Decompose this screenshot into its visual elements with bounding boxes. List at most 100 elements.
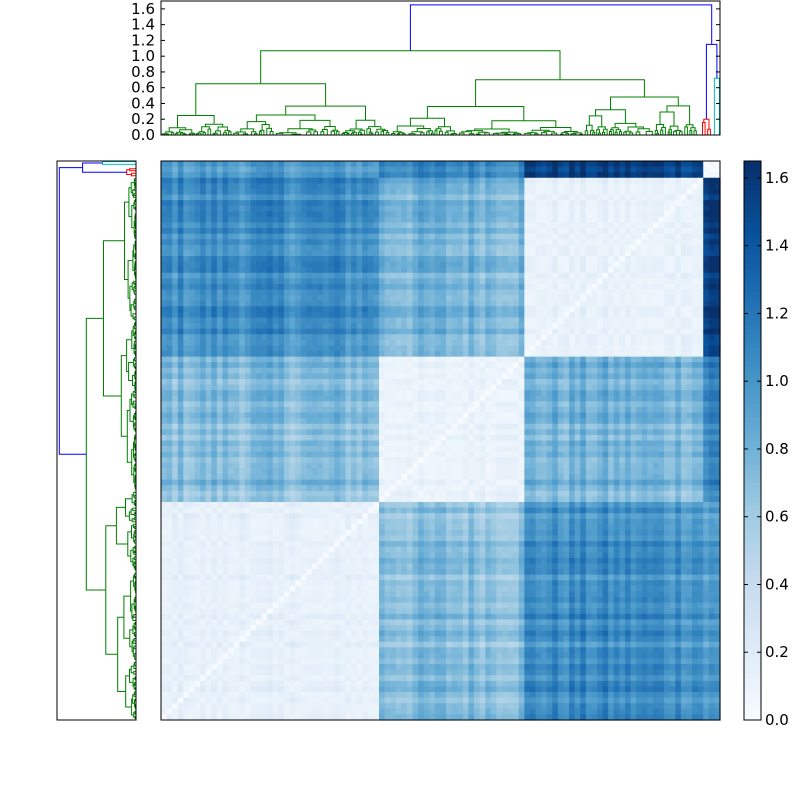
heatmap-cell [379, 328, 386, 335]
heatmap-cell [390, 356, 397, 363]
heatmap-cell [250, 267, 257, 274]
heatmap-cell [563, 351, 570, 358]
heatmap-cell [552, 216, 559, 224]
heatmap-cell [367, 244, 375, 252]
heatmap-cell [289, 278, 296, 285]
heatmap-cell [188, 177, 196, 184]
heatmap-cell [529, 278, 537, 285]
heatmap-cell [513, 395, 520, 402]
heatmap-cell [692, 379, 699, 386]
heatmap-cell [507, 300, 514, 307]
heatmap-cell [580, 434, 587, 442]
heatmap-cell [283, 423, 291, 430]
heatmap-cell [289, 406, 296, 414]
heatmap-cell [692, 228, 699, 235]
heatmap-cell [613, 390, 620, 397]
heatmap-cell [613, 328, 620, 335]
heatmap-cell [652, 367, 660, 375]
heatmap-cell [692, 339, 699, 347]
heatmap-cell [703, 356, 710, 363]
heatmap-cell [418, 188, 425, 196]
heatmap-cell [300, 261, 307, 268]
heatmap-cell [395, 278, 402, 285]
heatmap-cell [239, 384, 246, 391]
heatmap-cell [373, 200, 380, 207]
heatmap-cell [496, 161, 503, 168]
heatmap-cell [384, 244, 391, 252]
heatmap-cell [535, 317, 542, 324]
heatmap-cell [295, 222, 302, 229]
heatmap-cell [256, 228, 263, 235]
heatmap-cell [496, 216, 503, 224]
heatmap-cell [541, 211, 548, 218]
heatmap-cell [339, 239, 347, 246]
heatmap-cell [451, 183, 458, 190]
heatmap-cell [379, 367, 386, 375]
heatmap-cell [440, 183, 447, 190]
heatmap-cell [630, 339, 637, 347]
heatmap-cell [708, 194, 716, 201]
heatmap-cell [541, 216, 548, 224]
heatmap-cell [624, 211, 632, 218]
heatmap-cell [714, 323, 721, 330]
heatmap-cell [692, 300, 699, 307]
heatmap-cell [339, 345, 347, 352]
heatmap-cell [680, 200, 688, 207]
heatmap-cell [580, 233, 587, 240]
heatmap-cell [434, 406, 442, 414]
heatmap-cell [194, 256, 201, 263]
heatmap-cell [518, 351, 525, 358]
heatmap-cell [440, 323, 447, 330]
heatmap-cell [261, 194, 268, 201]
heatmap-cell [194, 311, 201, 319]
heatmap-cell [546, 161, 553, 168]
heatmap-cell [166, 166, 173, 173]
heatmap-cell [233, 161, 240, 168]
heatmap-cell [222, 429, 229, 436]
heatmap-cell [490, 211, 497, 218]
heatmap-cell [401, 278, 408, 285]
heatmap-cell [451, 222, 458, 229]
heatmap-cell [395, 401, 402, 408]
heatmap-cell [283, 328, 291, 335]
heatmap-cell [345, 256, 352, 263]
heatmap-cell [485, 205, 492, 212]
heatmap-cell [457, 384, 464, 391]
heatmap-cell [362, 373, 369, 380]
heatmap-cell [200, 267, 207, 274]
heatmap-cell [552, 412, 559, 419]
heatmap-cell [613, 434, 620, 442]
heatmap-cell [569, 161, 576, 168]
heatmap-cell [513, 172, 520, 179]
heatmap-cell [585, 373, 593, 380]
heatmap-cell [323, 188, 330, 196]
heatmap-cell [496, 311, 503, 319]
heatmap-cell [546, 367, 553, 375]
heatmap-cell [311, 233, 319, 240]
heatmap-cell [172, 384, 179, 391]
heatmap-cell [239, 395, 246, 402]
heatmap-cell [574, 194, 581, 201]
heatmap-cell [636, 345, 643, 352]
heatmap-cell [613, 183, 620, 190]
heatmap-cell [585, 183, 593, 190]
heatmap-cell [675, 200, 682, 207]
heatmap-cell [256, 418, 263, 425]
heatmap-cell [697, 161, 704, 168]
heatmap-cell [216, 216, 224, 224]
heatmap-cell [401, 356, 408, 363]
heatmap-cell [552, 289, 559, 296]
heatmap-cell [664, 244, 671, 252]
heatmap-cell [161, 300, 168, 307]
heatmap-cell [283, 390, 291, 397]
heatmap-cell [205, 272, 212, 279]
heatmap-cell [423, 166, 430, 173]
heatmap-cell [619, 339, 626, 347]
heatmap-cell [602, 283, 609, 291]
heatmap-cell [647, 311, 654, 319]
heatmap-cell [194, 239, 201, 246]
heatmap-cell [278, 183, 285, 190]
heatmap-cell [166, 177, 173, 184]
heatmap-cell [334, 345, 341, 352]
heatmap-cell [434, 412, 442, 419]
